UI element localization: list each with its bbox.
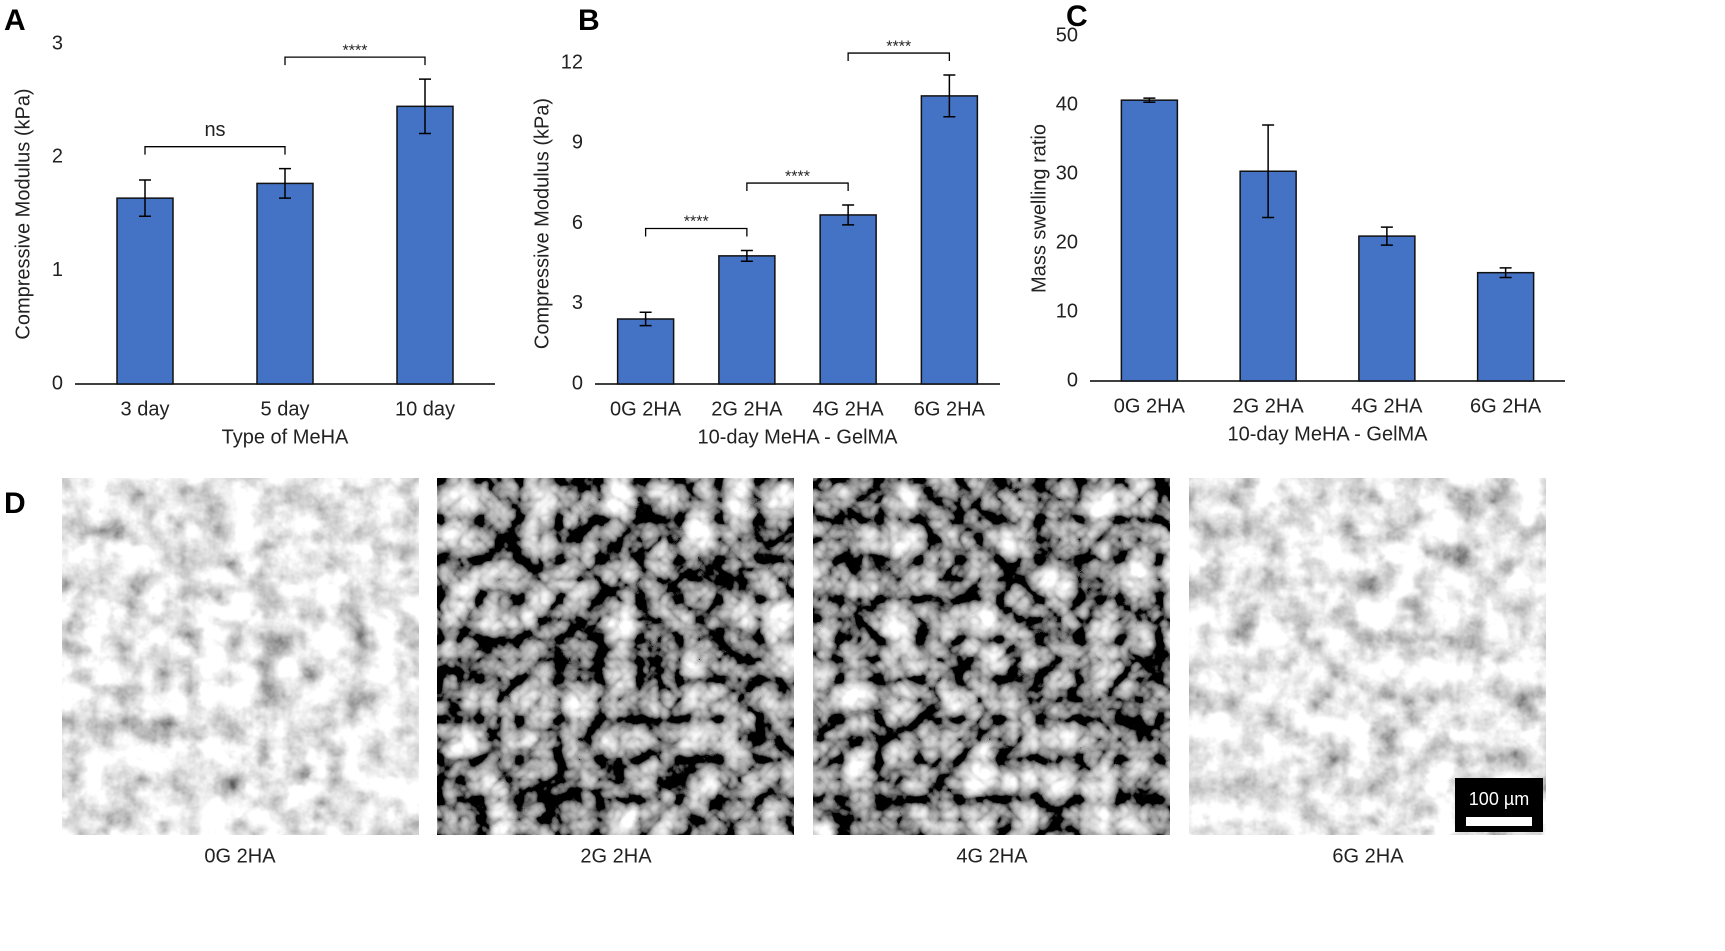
y-tick-label: 12 [561, 51, 583, 73]
significance-label: **** [684, 214, 709, 231]
panel-label: B [578, 4, 600, 37]
error-bar [639, 311, 652, 327]
x-tick-label: 0G 2HA [610, 398, 682, 420]
y-axis-title: Mass swelling ratio [1028, 124, 1050, 293]
error-bar [1143, 97, 1156, 103]
y-tick-label: 9 [572, 132, 583, 154]
y-tick-label: 40 [1056, 93, 1078, 115]
y-tick-label: 1 [52, 259, 63, 281]
bar [718, 255, 776, 385]
bar [920, 95, 979, 385]
x-tick-label: 2G 2HA [1233, 395, 1305, 417]
y-tick-label: 30 [1056, 162, 1078, 184]
error-bar [139, 179, 151, 218]
x-tick-label: 6G 2HA [914, 398, 986, 420]
y-axis-title: Compressive Modulus (kPa) [531, 98, 553, 349]
significance-label: **** [886, 38, 911, 55]
error-bar [842, 204, 855, 226]
x-tick-label: 2G 2HA [711, 398, 783, 420]
significance-bracket [644, 227, 748, 237]
sem-image [62, 478, 419, 835]
bar [819, 214, 877, 385]
y-tick-label: 0 [572, 372, 583, 394]
scale-bar-label: 100 µm [1469, 789, 1529, 809]
significance-label: ns [204, 119, 225, 141]
x-tick-label: 5 day [261, 398, 310, 420]
x-axis-title: 10-day MeHA - GelMA [1227, 423, 1428, 445]
y-tick-label: 6 [572, 212, 583, 234]
image-caption: 4G 2HA [956, 845, 1028, 867]
significance-bracket [144, 146, 286, 155]
image-caption: 2G 2HA [580, 845, 652, 867]
bar [116, 197, 174, 385]
panel-label: D [4, 487, 26, 520]
image-caption: 0G 2HA [204, 845, 276, 867]
x-axis-title: 10-day MeHA - GelMA [697, 426, 898, 448]
y-tick-label: 3 [52, 32, 63, 54]
sem-image [813, 478, 1170, 835]
panel-label: C [1066, 0, 1088, 33]
bar [256, 182, 314, 385]
y-tick-label: 0 [52, 372, 63, 394]
scale-bar [1466, 817, 1532, 826]
x-tick-label: 6G 2HA [1470, 395, 1542, 417]
panel-label: A [4, 4, 26, 37]
y-axis-title: Compressive Modulus (kPa) [12, 88, 34, 339]
error-bar [943, 74, 956, 118]
x-tick-label: 3 day [121, 398, 170, 420]
significance-label: **** [785, 168, 810, 185]
sem-image [437, 478, 794, 835]
y-tick-label: 50 [1056, 24, 1078, 46]
y-tick-label: 3 [572, 292, 583, 314]
bar [396, 105, 454, 385]
bar [1120, 99, 1179, 382]
bar [1476, 271, 1535, 382]
image-caption: 6G 2HA [1332, 845, 1404, 867]
y-tick-label: 2 [52, 146, 63, 168]
error-bar [740, 249, 753, 262]
x-tick-label: 4G 2HA [1351, 395, 1423, 417]
significance-bracket [847, 52, 951, 62]
sem-images: 100 µm [62, 478, 1546, 835]
bar [616, 318, 675, 385]
x-tick-label: 4G 2HA [813, 398, 885, 420]
significance-bracket [284, 56, 426, 66]
significance-bracket [746, 182, 849, 192]
y-tick-label: 20 [1056, 231, 1078, 253]
significance-label: **** [343, 42, 368, 59]
x-tick-label: 0G 2HA [1114, 395, 1186, 417]
error-bar [419, 78, 431, 135]
bar [1358, 235, 1416, 382]
error-bar [1262, 124, 1275, 219]
error-bar [279, 167, 291, 199]
error-bar [1499, 267, 1512, 279]
x-tick-label: 10 day [395, 398, 455, 420]
y-tick-label: 10 [1056, 300, 1078, 322]
sem-image [1189, 478, 1546, 835]
y-tick-label: 0 [1067, 369, 1078, 391]
x-axis-title: Type of MeHA [222, 426, 349, 448]
error-bar [1380, 226, 1393, 246]
